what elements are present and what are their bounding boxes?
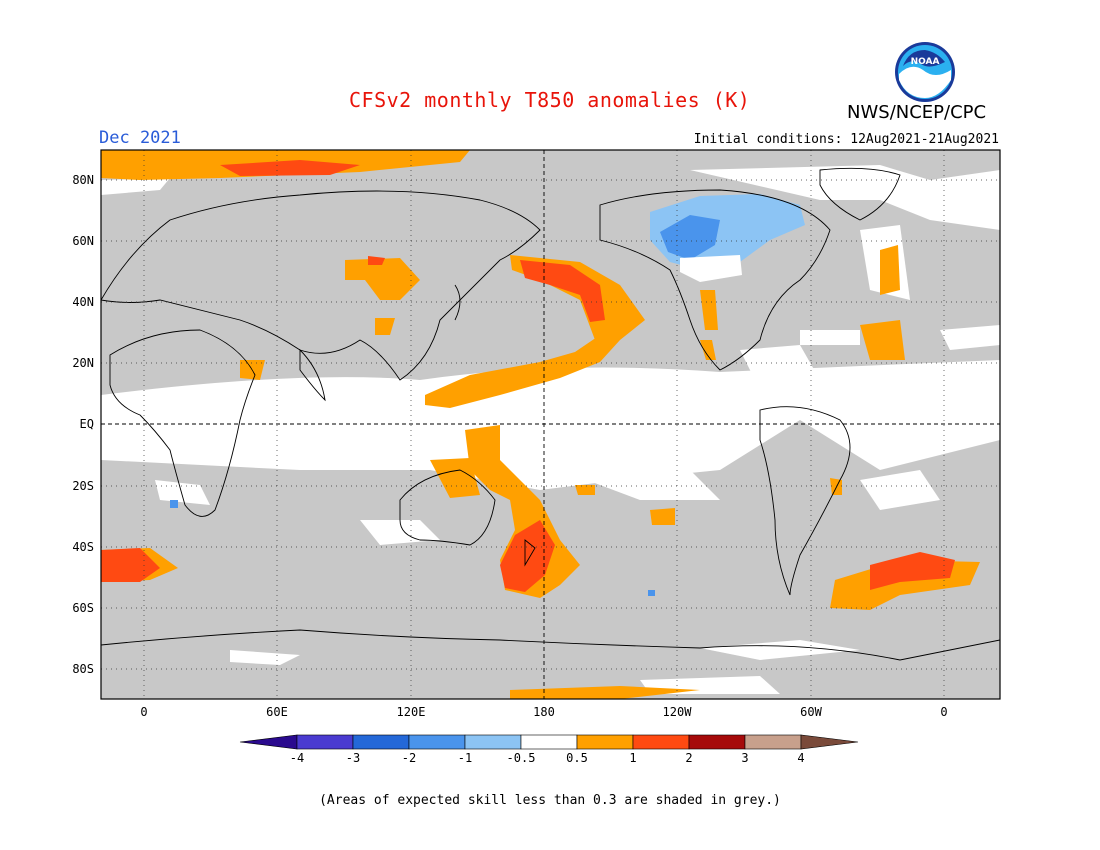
lon-axis: 0 60E 120E 180 120W 60W 0	[140, 705, 947, 719]
negative-anomaly-areas	[170, 194, 805, 596]
colorbar-tick-label: 1	[629, 751, 636, 765]
positive-anomaly-1-2	[101, 160, 955, 592]
lat-label: 80N	[72, 173, 94, 187]
lon-label: 0	[940, 705, 947, 719]
lat-label: 40S	[72, 540, 94, 554]
colorbar-arrow-high	[800, 734, 859, 750]
colorbar-segment	[632, 734, 690, 750]
map-fields	[101, 150, 1000, 699]
lon-label: 60E	[266, 705, 288, 719]
colorbar-tick-label: 0.5	[566, 751, 588, 765]
lat-label: EQ	[80, 417, 94, 431]
lon-label: 60W	[800, 705, 822, 719]
initial-conditions: Initial conditions: 12Aug2021-21Aug2021	[693, 132, 999, 147]
colorbar-tick-label: 3	[741, 751, 748, 765]
lon-label: 120E	[397, 705, 426, 719]
colorbar-segment	[688, 734, 746, 750]
coastlines	[101, 167, 1000, 661]
colorbar-arrow-low	[239, 734, 298, 750]
lat-label: 60N	[72, 234, 94, 248]
colorbar-tick-label: -1	[458, 751, 472, 765]
colorbar-tick-label: -3	[346, 751, 360, 765]
lat-axis: 80N 60N 40N 20N EQ 20S 40S 60S 80S	[72, 173, 94, 676]
noaa-logo-icon: NOAA	[895, 42, 955, 102]
forecast-month: Dec 2021	[99, 128, 181, 148]
agency-label: NWS/NCEP/CPC	[847, 102, 987, 123]
colorbar-segment	[464, 734, 522, 750]
lon-label: 0	[140, 705, 147, 719]
colorbar-tick-label: -2	[402, 751, 416, 765]
colorbar-tick-label: -4	[290, 751, 304, 765]
lat-label: 80S	[72, 662, 94, 676]
colorbar-segment	[576, 734, 634, 750]
lon-label: 180	[533, 705, 555, 719]
lat-label: 40N	[72, 295, 94, 309]
colorbar-segment	[744, 734, 802, 750]
colorbar-tick-label: 2	[685, 751, 692, 765]
equator-dateline	[101, 150, 1000, 699]
colorbar-segment	[408, 734, 466, 750]
lat-label: 20N	[72, 356, 94, 370]
colorbar-segment	[520, 734, 578, 750]
lat-label: 60S	[72, 601, 94, 615]
colorbar-tick-label: 4	[797, 751, 804, 765]
lat-label: 20S	[72, 479, 94, 493]
colorbar-tick-label: -0.5	[507, 751, 536, 765]
colorbar-segment	[296, 734, 354, 750]
map-frame	[100, 149, 1001, 700]
colorbar-segment	[352, 734, 410, 750]
logo-text: NOAA	[911, 57, 940, 67]
chart-title: CFSv2 monthly T850 anomalies (K)	[349, 88, 751, 112]
lon-label: 120W	[663, 705, 693, 719]
colorbar: -4 -3 -2 -1 -0.5 0.5 1 2 3 4	[239, 734, 859, 765]
footnote: (Areas of expected skill less than 0.3 a…	[319, 793, 781, 808]
